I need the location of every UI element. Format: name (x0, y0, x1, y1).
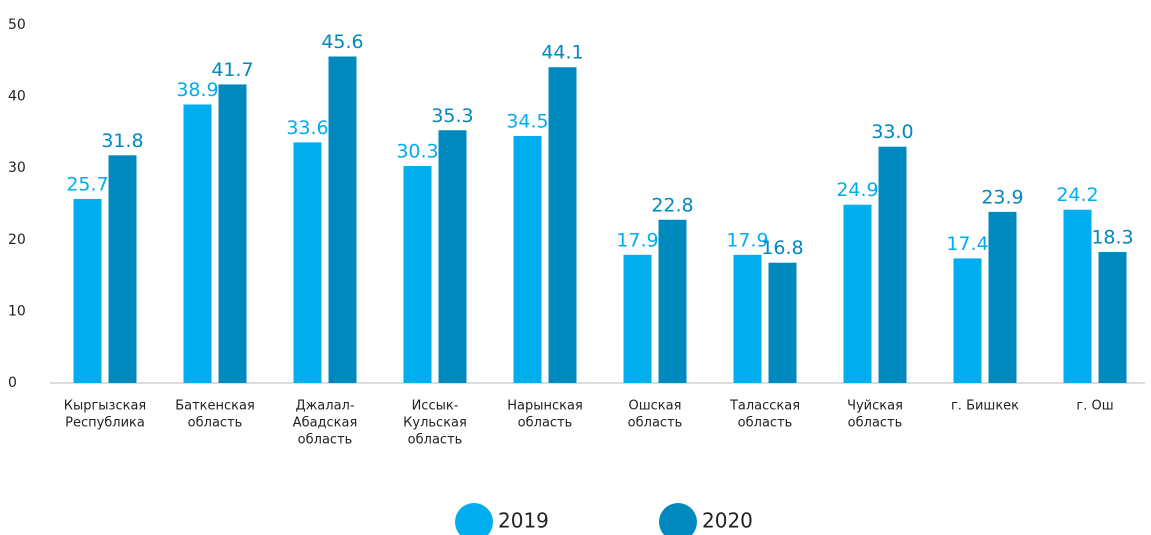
bar (1063, 209, 1092, 383)
bar (218, 84, 247, 383)
x-tick-label: Ошская (629, 399, 682, 414)
x-tick-label: Чуйская (847, 399, 903, 414)
value-label: 17.9 (616, 229, 658, 251)
bar (953, 258, 982, 383)
y-tick-label: 20 (8, 232, 26, 248)
bar (548, 67, 577, 383)
legend-label: 2019 (498, 509, 549, 533)
bar (843, 204, 872, 383)
x-tick-label: Кульская (403, 416, 467, 431)
bar (328, 56, 357, 384)
y-tick-label: 40 (8, 89, 26, 105)
bar (513, 135, 542, 383)
legend-marker (455, 503, 493, 535)
x-tick-label: г. Ош (1076, 399, 1113, 414)
x-tick-label: область (298, 433, 353, 448)
value-label: 17.4 (946, 233, 988, 255)
y-tick-label: 10 (8, 303, 26, 319)
bar (1098, 251, 1127, 383)
legend-marker (659, 503, 697, 535)
bar (768, 262, 797, 383)
x-tick-label: Иссык- (412, 399, 459, 414)
y-tick-label: 50 (8, 17, 26, 33)
value-label: 44.1 (541, 42, 583, 64)
x-tick-label: область (628, 416, 683, 431)
bar (988, 211, 1017, 383)
value-label: 22.8 (651, 194, 693, 216)
x-tick-label: г. Бишкек (951, 399, 1019, 414)
value-label: 31.8 (101, 130, 143, 152)
value-label: 34.5 (506, 110, 548, 132)
bar (658, 219, 687, 383)
x-tick-label: Абадская (293, 416, 358, 431)
x-tick-label: Баткенская (175, 399, 255, 414)
x-tick-label: область (518, 416, 573, 431)
bar (108, 155, 137, 383)
bar (403, 166, 432, 383)
x-tick-label: Таласская (729, 399, 800, 414)
y-tick-label: 30 (8, 160, 26, 176)
value-label: 16.8 (761, 237, 803, 259)
value-label: 24.2 (1056, 184, 1098, 206)
bar (183, 104, 212, 383)
bar (293, 142, 322, 383)
value-label: 17.9 (726, 229, 768, 251)
value-label: 30.3 (396, 141, 438, 163)
x-tick-label: область (188, 416, 243, 431)
x-tick-label: Джалал- (295, 399, 354, 414)
value-label: 33.0 (871, 121, 913, 143)
value-label: 18.3 (1091, 226, 1133, 248)
bar (878, 146, 907, 383)
legend-label: 2020 (702, 509, 753, 533)
x-tick-label: Кыргызская (64, 399, 147, 414)
x-tick-label: Республика (65, 416, 145, 431)
value-label: 33.6 (286, 117, 328, 139)
x-tick-label: Нарынская (507, 399, 583, 414)
value-label: 23.9 (981, 186, 1023, 208)
bar (733, 254, 762, 383)
value-label: 45.6 (321, 31, 363, 53)
x-tick-label: область (738, 416, 793, 431)
bar (438, 130, 467, 383)
bar (73, 198, 102, 383)
x-tick-label: область (848, 416, 903, 431)
value-label: 38.9 (176, 79, 218, 101)
value-label: 35.3 (431, 105, 473, 127)
bar (623, 254, 652, 383)
value-label: 24.9 (836, 179, 878, 201)
value-label: 41.7 (211, 59, 253, 81)
y-tick-label: 0 (8, 375, 17, 391)
x-tick-label: область (408, 433, 463, 448)
value-label: 25.7 (66, 173, 108, 195)
